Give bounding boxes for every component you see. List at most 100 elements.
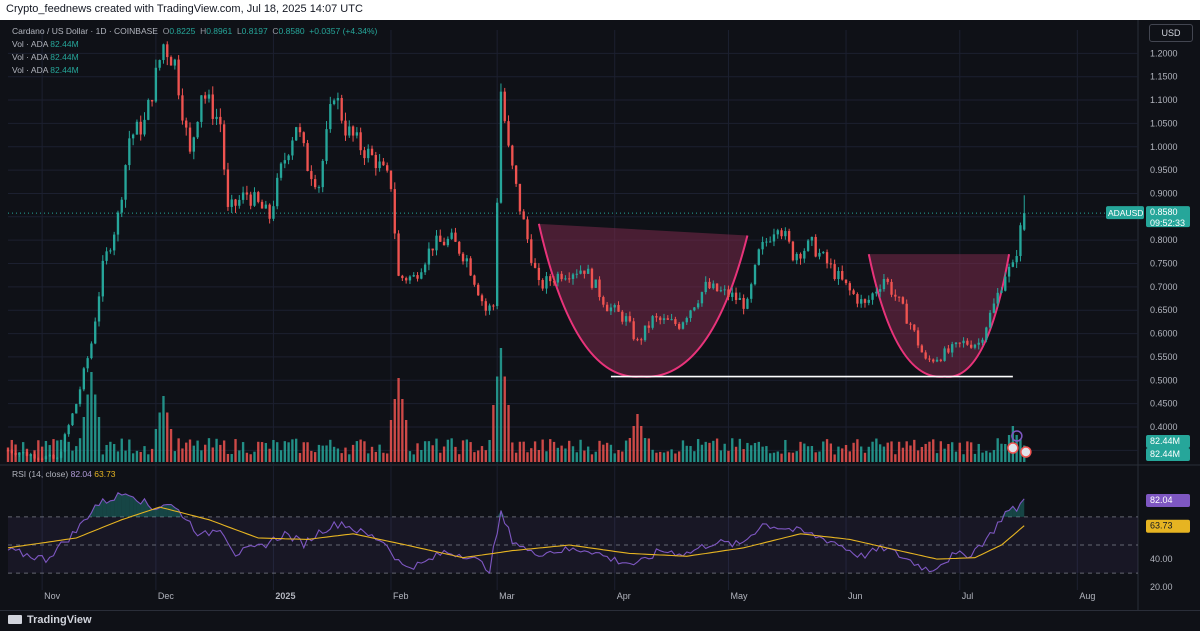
candle-body [806, 240, 810, 251]
candle-body [321, 160, 324, 188]
legend-vol-row[interactable]: Vol · ADA 82.44M [12, 38, 377, 51]
candle [818, 248, 821, 260]
legend-o-value: 0.8225 [169, 26, 196, 36]
candle-body [370, 148, 374, 156]
candle [344, 112, 347, 141]
volume-bar [336, 448, 340, 462]
volume-bar [75, 446, 78, 462]
candle-body [56, 457, 59, 459]
legend-c-value: 0.8580 [278, 26, 305, 36]
volume-bar [666, 451, 669, 462]
volume-bar [44, 440, 48, 462]
volume-bar [207, 438, 211, 462]
candle-body [469, 258, 472, 276]
volume-bar [363, 441, 366, 462]
candle [158, 59, 161, 71]
volume-bar [951, 442, 954, 462]
volume-bar [181, 448, 184, 462]
candle-body [526, 219, 529, 240]
y-tick-label: 0.5000 [1150, 375, 1178, 385]
candle [890, 279, 893, 298]
candle [643, 325, 647, 342]
candle [693, 307, 696, 312]
candle-body [442, 241, 446, 246]
event-icon[interactable] [1011, 430, 1023, 442]
volume-bar [302, 442, 305, 462]
volume-bar [446, 439, 450, 462]
rsi-legend[interactable]: RSI (14, close) 82.04 63.73 [12, 469, 116, 479]
volume-bar [947, 443, 950, 462]
candle-body [765, 241, 768, 243]
currency-button[interactable]: USD [1149, 24, 1193, 42]
flag-icon[interactable] [1007, 442, 1019, 454]
candle [488, 303, 491, 315]
candle [109, 248, 112, 254]
legend-vol-row[interactable]: Vol · ADA 82.44M [12, 51, 377, 64]
volume-bar [503, 376, 506, 462]
volume-bar [731, 438, 734, 462]
candle-body [348, 126, 351, 136]
volume-bar [928, 441, 931, 462]
candle-body [545, 276, 548, 289]
tradingview-logo[interactable]: TradingView [8, 614, 92, 626]
candle-body [188, 127, 192, 152]
candle [310, 165, 313, 186]
candle-body [344, 120, 347, 136]
candle-body [784, 231, 787, 237]
candle-body [306, 143, 309, 172]
candle-body [878, 289, 882, 292]
candle [526, 216, 529, 243]
price-tag-text: 09:52:33 [1150, 218, 1185, 228]
candle-body [488, 305, 491, 311]
volume-bar [537, 450, 541, 462]
candle-body [454, 232, 457, 242]
volume-bar [575, 452, 578, 462]
candle-body [556, 273, 560, 283]
candle-body [332, 100, 336, 105]
volume-bar [708, 442, 711, 462]
candle [1015, 249, 1018, 269]
candle [492, 304, 495, 311]
candle-body [477, 284, 480, 296]
candle-body [78, 389, 82, 405]
volume-bar [215, 438, 218, 462]
rsi-legend-ma-value: 63.73 [94, 469, 116, 479]
candle [943, 346, 946, 362]
volume-bar [241, 442, 245, 462]
candle [932, 358, 935, 364]
price-chart[interactable]: 1.2000 1.1500 1.1000 1.0500 1.0000 0.9500 0.90… [0, 20, 1200, 610]
volume-bar [852, 442, 855, 462]
candle-body [374, 155, 377, 169]
candle [495, 198, 499, 310]
y-tick-label: 0.4000 [1150, 422, 1178, 432]
candle [306, 139, 309, 172]
candle [469, 256, 472, 276]
volume-tag: 82.44M [1146, 448, 1190, 461]
candle [458, 241, 461, 256]
candle [40, 457, 44, 461]
vol-value: 82.44M [50, 52, 79, 62]
volume-bar [541, 439, 544, 462]
candle-body [37, 458, 40, 460]
volume-bar [253, 451, 256, 462]
volume-bar [351, 444, 355, 462]
candle-body [260, 201, 264, 209]
candle [355, 127, 359, 139]
candle [222, 120, 226, 176]
candle-body [393, 189, 396, 234]
chart-legend: Cardano / US Dollar · 1D · COINBASE O0.8… [12, 25, 377, 77]
candle-body [279, 163, 283, 178]
volume-bar [992, 450, 996, 462]
candle [738, 292, 742, 301]
symbol-tag-bg [1106, 206, 1144, 220]
legend-vol-row[interactable]: Vol · ADA 82.44M [12, 64, 377, 77]
candle-body [700, 292, 704, 304]
candle [329, 96, 332, 133]
volume-bar [613, 453, 616, 462]
candle-body [586, 268, 590, 274]
rsi-overbought-fill [152, 509, 156, 517]
candle [727, 285, 730, 301]
flag-icon[interactable] [1020, 446, 1032, 458]
candle-body [677, 323, 681, 329]
candle [298, 123, 302, 137]
